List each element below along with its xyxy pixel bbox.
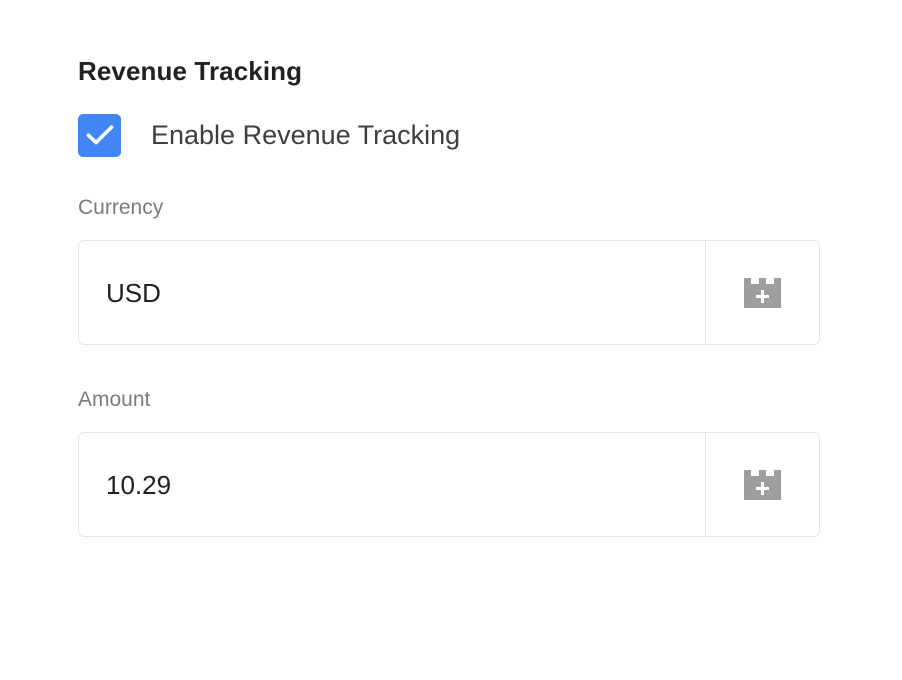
- enable-revenue-tracking-label: Enable Revenue Tracking: [151, 120, 461, 150]
- amount-add-button[interactable]: [705, 433, 819, 536]
- enable-revenue-tracking-checkbox[interactable]: [78, 113, 121, 157]
- enable-revenue-tracking-row[interactable]: Enable Revenue Tracking: [78, 113, 822, 157]
- revenue-tracking-panel: Revenue Tracking Enable Revenue Tracking…: [78, 0, 822, 537]
- amount-field-group: Amount: [78, 387, 822, 537]
- currency-field-control: [78, 240, 820, 345]
- check-icon: [86, 125, 113, 145]
- add-calendar-icon: [743, 277, 781, 308]
- amount-field-control: [78, 432, 820, 537]
- currency-field-group: Currency: [78, 195, 822, 345]
- currency-label: Currency: [78, 196, 164, 219]
- amount-input[interactable]: [79, 433, 705, 536]
- amount-label: Amount: [78, 388, 151, 411]
- currency-input[interactable]: [79, 241, 705, 344]
- currency-add-button[interactable]: [705, 241, 819, 344]
- page-title: Revenue Tracking: [78, 56, 303, 86]
- add-calendar-icon: [743, 469, 781, 500]
